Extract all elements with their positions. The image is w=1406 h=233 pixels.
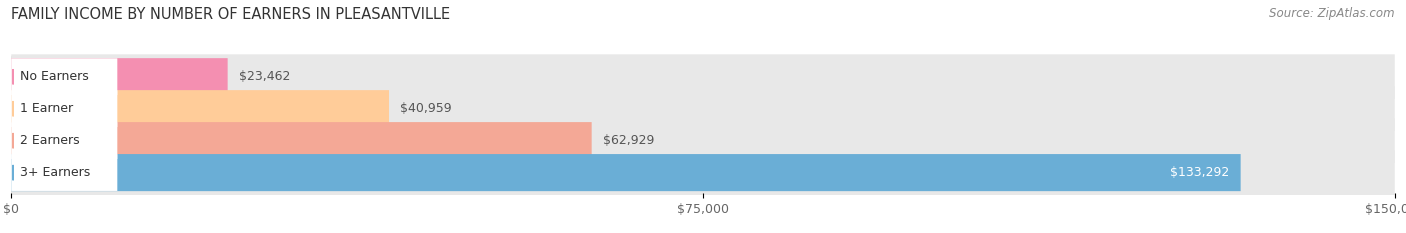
Text: 3+ Earners: 3+ Earners — [20, 166, 90, 179]
Text: $133,292: $133,292 — [1170, 166, 1230, 179]
FancyBboxPatch shape — [11, 122, 592, 159]
FancyBboxPatch shape — [11, 90, 117, 127]
FancyBboxPatch shape — [11, 86, 1395, 131]
Text: No Earners: No Earners — [20, 70, 89, 83]
Text: 1 Earner: 1 Earner — [20, 102, 73, 115]
FancyBboxPatch shape — [11, 54, 1395, 99]
Text: $23,462: $23,462 — [239, 70, 290, 83]
Text: FAMILY INCOME BY NUMBER OF EARNERS IN PLEASANTVILLE: FAMILY INCOME BY NUMBER OF EARNERS IN PL… — [11, 7, 450, 22]
FancyBboxPatch shape — [11, 150, 1395, 195]
FancyBboxPatch shape — [11, 154, 117, 191]
FancyBboxPatch shape — [11, 154, 1240, 191]
Text: Source: ZipAtlas.com: Source: ZipAtlas.com — [1270, 7, 1395, 20]
FancyBboxPatch shape — [11, 58, 117, 95]
FancyBboxPatch shape — [11, 90, 389, 127]
FancyBboxPatch shape — [11, 58, 228, 95]
Text: $40,959: $40,959 — [401, 102, 451, 115]
Text: 2 Earners: 2 Earners — [20, 134, 79, 147]
Text: $62,929: $62,929 — [603, 134, 654, 147]
FancyBboxPatch shape — [11, 122, 117, 159]
FancyBboxPatch shape — [11, 118, 1395, 163]
